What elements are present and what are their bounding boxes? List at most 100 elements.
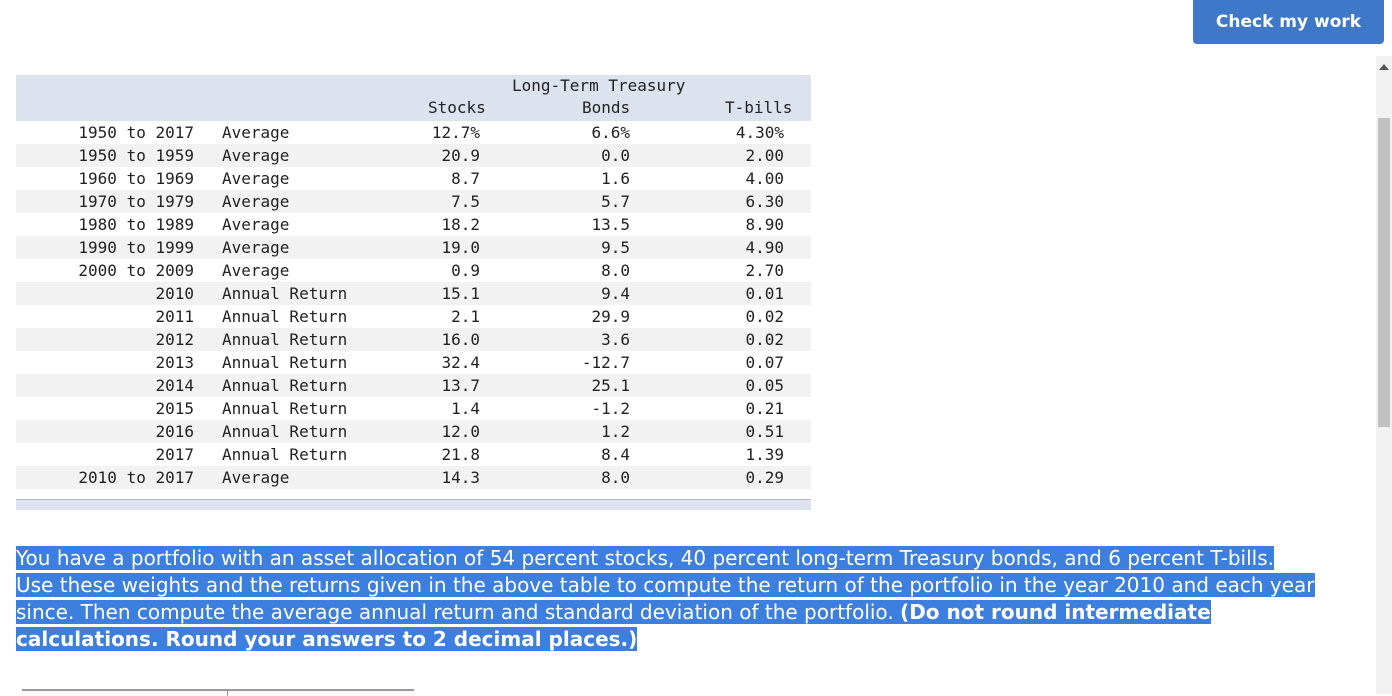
description-cell: Annual Return: [222, 376, 348, 395]
tbills-cell: 0.21: [745, 399, 784, 418]
bonds-cell: 6.6%: [591, 123, 630, 142]
bonds-cell: 29.9: [591, 307, 630, 326]
description-cell: Annual Return: [222, 307, 348, 326]
bonds-cell: 5.7: [601, 192, 630, 211]
bonds-cell: 9.5: [601, 238, 630, 257]
tbills-cell: 4.30%: [735, 123, 784, 142]
tbills-cell: 1.39: [745, 445, 784, 464]
period-cell: 2000 to 2009: [78, 261, 194, 280]
period-cell: 2015: [155, 399, 194, 418]
stocks-cell: 32.4: [441, 353, 480, 372]
bonds-cell: -1.2: [591, 399, 630, 418]
description-cell: Average: [222, 261, 290, 280]
question-line-2: Use these weights and the returns given …: [16, 573, 1315, 597]
table-row: 2013 Annual Return 32.4 -12.7 0.07: [16, 351, 811, 374]
stocks-cell: 13.7: [441, 376, 480, 395]
table-row: 2010 Annual Return 15.1 9.4 0.01: [16, 282, 811, 305]
description-cell: Average: [222, 192, 290, 211]
table-row: 2015 Annual Return 1.4 -1.2 0.21: [16, 397, 811, 420]
stocks-cell: 7.5: [451, 192, 480, 211]
answer-table-top: [22, 689, 414, 696]
header-bonds-line1: Long-Term Treasury: [512, 76, 686, 95]
period-cell: 1980 to 1989: [78, 215, 194, 234]
tbills-cell: 0.02: [745, 330, 784, 349]
header-tbills: T-bills: [725, 98, 793, 117]
stocks-cell: 20.9: [441, 146, 480, 165]
table-row: 1950 to 1959 Average 20.9 0.0 2.00: [16, 144, 811, 167]
question-text: You have a portfolio with an asset alloc…: [16, 545, 1366, 653]
bonds-cell: 8.0: [601, 261, 630, 280]
period-cell: 2013: [155, 353, 194, 372]
stocks-cell: 16.0: [441, 330, 480, 349]
table-row: 2016 Annual Return 12.0 1.2 0.51: [16, 420, 811, 443]
bonds-cell: 1.2: [601, 422, 630, 441]
table-row: 1970 to 1979 Average 7.5 5.7 6.30: [16, 190, 811, 213]
period-cell: 1960 to 1969: [78, 169, 194, 188]
stocks-cell: 18.2: [441, 215, 480, 234]
stocks-cell: 1.4: [451, 399, 480, 418]
question-instruction: (Do not round intermediate: [900, 600, 1211, 624]
header-stocks: Stocks: [428, 98, 486, 117]
stocks-cell: 0.9: [451, 261, 480, 280]
table-footer: [16, 499, 811, 510]
bonds-cell: 1.6: [601, 169, 630, 188]
period-cell: 2010 to 2017: [78, 468, 194, 487]
bonds-cell: -12.7: [581, 353, 630, 372]
tbills-cell: 0.51: [745, 422, 784, 441]
table-row: 1980 to 1989 Average 18.2 13.5 8.90: [16, 213, 811, 236]
stocks-cell: 19.0: [441, 238, 480, 257]
description-cell: Average: [222, 146, 290, 165]
period-cell: 2017: [155, 445, 194, 464]
stocks-cell: 12.0: [441, 422, 480, 441]
stocks-cell: 15.1: [441, 284, 480, 303]
table-row: 2010 to 2017 Average 14.3 8.0 0.29: [16, 466, 811, 489]
period-cell: 1950 to 2017: [78, 123, 194, 142]
question-instruction-cont: calculations. Round your answers to 2 de…: [16, 627, 638, 651]
tbills-cell: 4.90: [745, 238, 784, 257]
description-cell: Average: [222, 215, 290, 234]
period-cell: 1950 to 1959: [78, 146, 194, 165]
description-cell: Annual Return: [222, 353, 348, 372]
question-line-3: since. Then compute the average annual r…: [16, 600, 894, 624]
table-row: 2014 Annual Return 13.7 25.1 0.05: [16, 374, 811, 397]
returns-table: Stocks Long-Term Treasury Bonds T-bills …: [16, 75, 811, 510]
scroll-thumb[interactable]: [1378, 118, 1390, 427]
description-cell: Average: [222, 468, 290, 487]
description-cell: Annual Return: [222, 399, 348, 418]
table-row: 1960 to 1969 Average 8.7 1.6 4.00: [16, 167, 811, 190]
tbills-cell: 0.07: [745, 353, 784, 372]
tbills-cell: 6.30: [745, 192, 784, 211]
check-my-work-button[interactable]: Check my work: [1193, 0, 1384, 44]
stocks-cell: 8.7: [451, 169, 480, 188]
tbills-cell: 0.05: [745, 376, 784, 395]
description-cell: Annual Return: [222, 422, 348, 441]
bonds-cell: 13.5: [591, 215, 630, 234]
tbills-cell: 2.00: [745, 146, 784, 165]
description-cell: Average: [222, 169, 290, 188]
period-cell: 1970 to 1979: [78, 192, 194, 211]
period-cell: 1990 to 1999: [78, 238, 194, 257]
table-header: [16, 75, 811, 121]
stocks-cell: 2.1: [451, 307, 480, 326]
period-cell: 2014: [155, 376, 194, 395]
question-line-1: You have a portfolio with an asset alloc…: [16, 546, 1275, 570]
description-cell: Average: [222, 123, 290, 142]
table-row: 1950 to 2017 Average 12.7% 6.6% 4.30%: [16, 121, 811, 144]
tbills-cell: 0.29: [745, 468, 784, 487]
stocks-cell: 21.8: [441, 445, 480, 464]
stocks-cell: 12.7%: [431, 123, 480, 142]
scroll-up-icon[interactable]: [1379, 64, 1389, 70]
bonds-cell: 9.4: [601, 284, 630, 303]
bonds-cell: 8.0: [601, 468, 630, 487]
tbills-cell: 4.00: [745, 169, 784, 188]
description-cell: Annual Return: [222, 330, 348, 349]
period-cell: 2010: [155, 284, 194, 303]
vertical-scrollbar[interactable]: [1376, 56, 1392, 694]
table-row: 2012 Annual Return 16.0 3.6 0.02: [16, 328, 811, 351]
description-cell: Annual Return: [222, 284, 348, 303]
tbills-cell: 8.90: [745, 215, 784, 234]
table-row: 2017 Annual Return 21.8 8.4 1.39: [16, 443, 811, 466]
bonds-cell: 8.4: [601, 445, 630, 464]
table-row: 2011 Annual Return 2.1 29.9 0.02: [16, 305, 811, 328]
header-bonds-line2: Bonds: [582, 98, 631, 117]
